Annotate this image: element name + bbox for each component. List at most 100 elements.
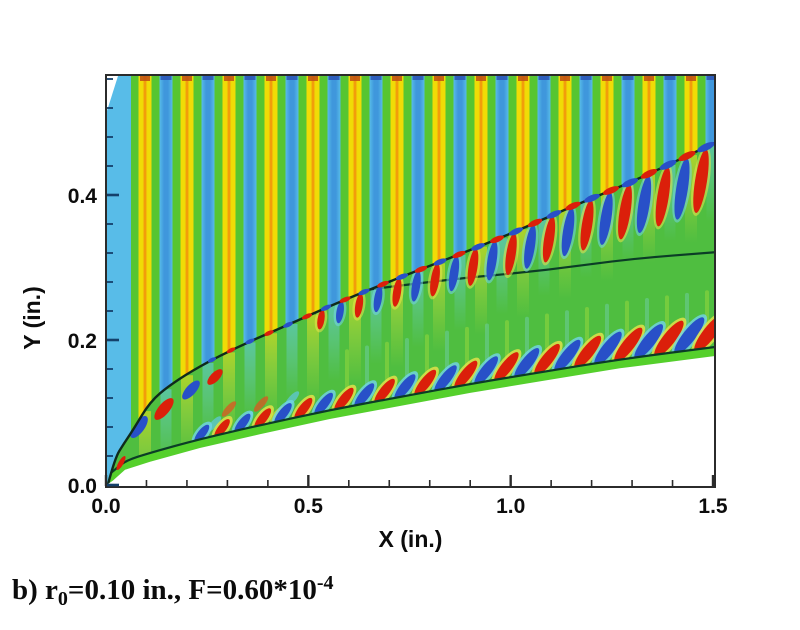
bl-wave-packet [374,378,395,404]
bl-wave-packet [454,360,478,390]
transmitted-streak-cyan [286,324,298,401]
shock-drop-packet [505,233,517,276]
caption-superscript: -4 [316,572,334,594]
left-edge-blue-band [106,75,131,487]
stripe-cap-blue [160,76,172,80]
nose-wave-packet [207,369,223,385]
bl-wave-packet [434,365,457,393]
y-tick-label: 0.0 [68,475,97,498]
plot-border [105,74,716,488]
shock-bead [207,357,217,363]
field-wisp [565,310,569,353]
stripe-cap-orange [182,76,192,81]
field-wisp [345,349,349,392]
caption-mid: =0.10 in., F=0.60*10 [67,574,317,606]
transmitted-streak-yellow [265,333,277,422]
field-wisp [465,326,469,369]
transmitted-streak-cyan [244,342,256,419]
field-wisp [405,338,409,381]
bl-wave-packet [354,383,375,408]
field-wisp [525,316,529,359]
shock-drop-packet [467,248,479,286]
field-wisp [625,300,629,343]
stripe-cap-orange [644,76,654,81]
transmitted-streak-yellow [307,314,319,403]
shock-drop-packet [354,293,364,318]
field-wisp [445,330,449,373]
bl-wave-packet [554,339,581,373]
x-tick-label: 0.5 [294,495,324,518]
nose-wave-packet [154,398,174,420]
bl-wave-packet [394,374,416,401]
y-tick-label: 0.4 [68,185,98,208]
stripe-cap-blue [370,76,382,80]
near-wall-green-band [108,346,716,484]
transmitted-streak-cyan [160,389,172,466]
shock-drop-packet [411,270,421,302]
x-tick-label: 1.5 [698,495,728,518]
shock-bead [245,338,255,345]
stripe-cap-blue [538,76,550,80]
stripe-cap-blue [706,76,716,80]
bl-wave-packet [674,317,705,355]
stripe-cap-orange [518,76,528,81]
shock-drop-packet [655,167,671,227]
bl-wave-packet [214,419,230,438]
stripe-cap-orange [350,76,360,81]
nose-wave-packet [182,380,200,400]
shock-bead [358,288,370,296]
nose-wave-packet [130,415,148,439]
shock-bead [414,265,428,273]
transmitted-streak-cyan [328,305,340,382]
field-wisp [645,298,649,341]
bl-wave-packet [194,424,210,443]
shock-bead [226,347,236,354]
field-wisp [485,323,489,366]
shock-bead [320,304,332,311]
bl-wave-packet [294,397,313,420]
shock-bead [377,280,389,288]
stripe-cap-blue [580,76,592,80]
caption: b) r0=0.10 in., F=0.60*10-4 [12,572,334,611]
shock-drop-packet [636,175,652,234]
shock-bead [433,258,447,266]
shock-bead [527,218,543,228]
entropy-layer-crescent [221,401,237,417]
shock-drop-packet [392,278,402,307]
stripe-cap-blue [412,76,424,80]
y-axis-title: Y (in.) [19,286,45,349]
field-wisp [585,306,589,349]
bl-wave-packet [634,324,664,360]
shock-drop-packet [693,149,709,213]
shock-bead [678,150,696,162]
bl-wave-packet [654,320,684,358]
shock-bead [546,210,562,219]
stripe-cap-orange [476,76,486,81]
shock-bead [490,235,504,244]
shock-bead [565,201,581,211]
field-wisp [505,320,509,363]
shock-drop-packet [618,184,632,240]
stripe-cap-blue [454,76,466,80]
stripe-cap-blue [244,76,256,80]
shock-bead [659,159,677,170]
shock-bead [395,273,409,280]
stripe-cap-orange [266,76,276,81]
shock-bead [339,296,351,303]
x-axis-title: X (in.) [379,526,443,552]
field-wisp [385,341,389,384]
nose-wave-packet [116,455,126,471]
shock-drop-packet [580,199,594,251]
bl-wave-packet [594,331,622,366]
shock-drop-packet [561,207,575,257]
stripe-cap-blue [286,76,298,80]
transmitted-streak-cyan [412,271,424,348]
transmitted-streak-cyan [454,255,466,332]
shock-bead [301,313,313,320]
bl-wave-packet [494,352,519,383]
shock-drop-packet [317,309,325,330]
stripe-cap-orange [602,76,612,81]
shock-drop-packet [373,285,383,313]
shock-bead [283,321,293,328]
